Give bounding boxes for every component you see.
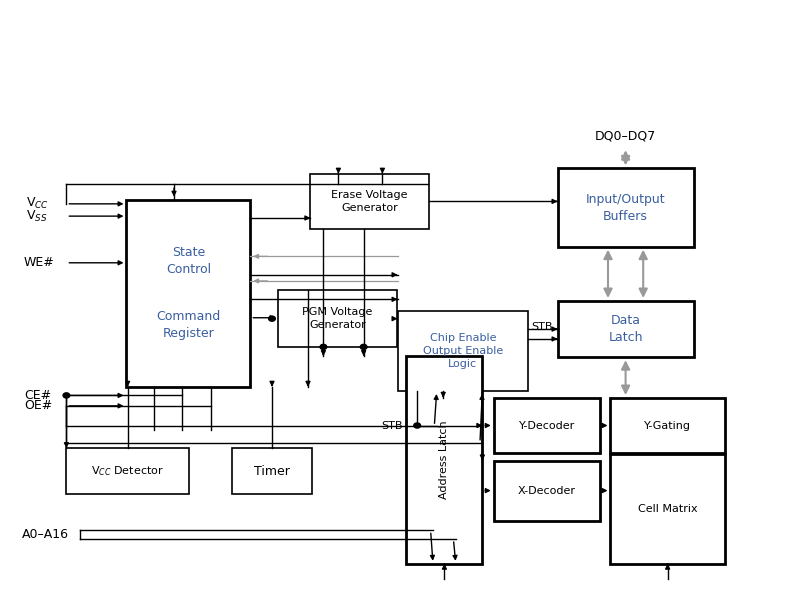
- Text: PGM Voltage
Generator: PGM Voltage Generator: [302, 307, 373, 330]
- Text: Command
Register: Command Register: [156, 310, 221, 340]
- Text: Input/Output
Buffers: Input/Output Buffers: [586, 193, 666, 222]
- Text: X-Decoder: X-Decoder: [518, 486, 576, 495]
- Text: V$_{CC}$: V$_{CC}$: [26, 196, 50, 211]
- Text: Cell Matrix: Cell Matrix: [638, 504, 698, 514]
- Bar: [232, 448, 312, 494]
- Bar: [66, 448, 189, 494]
- Text: Data
Latch: Data Latch: [608, 314, 643, 344]
- Text: CE#: CE#: [24, 389, 51, 402]
- Circle shape: [63, 393, 70, 398]
- Text: STB: STB: [381, 421, 402, 430]
- Bar: [310, 174, 429, 229]
- Circle shape: [320, 344, 326, 349]
- Text: STB: STB: [531, 322, 553, 332]
- Bar: [126, 200, 250, 387]
- Text: Y-Gating: Y-Gating: [644, 421, 691, 430]
- Text: OE#: OE#: [24, 399, 52, 413]
- Text: DQ0–DQ7: DQ0–DQ7: [595, 130, 656, 143]
- Circle shape: [269, 316, 275, 321]
- Bar: [278, 290, 397, 347]
- Text: WE#: WE#: [24, 256, 54, 270]
- Text: Y-Decoder: Y-Decoder: [518, 421, 575, 430]
- Bar: [558, 168, 694, 247]
- Circle shape: [414, 423, 421, 428]
- Text: Timer: Timer: [254, 465, 290, 478]
- Text: Erase Voltage
Generator: Erase Voltage Generator: [331, 190, 408, 213]
- Bar: [610, 454, 725, 564]
- Bar: [398, 311, 528, 391]
- Text: A0–A16: A0–A16: [22, 527, 70, 541]
- Bar: [558, 301, 694, 357]
- Bar: [406, 356, 482, 564]
- Bar: [494, 398, 600, 453]
- Bar: [494, 460, 600, 521]
- Bar: [610, 398, 725, 453]
- Text: State
Control: State Control: [166, 246, 211, 276]
- Text: Chip Enable
Output Enable
Logic: Chip Enable Output Enable Logic: [422, 333, 503, 370]
- Circle shape: [360, 344, 367, 349]
- Text: Address Latch: Address Latch: [439, 421, 450, 499]
- Text: V$_{CC}$ Detector: V$_{CC}$ Detector: [91, 464, 164, 478]
- Text: V$_{SS}$: V$_{SS}$: [26, 209, 48, 223]
